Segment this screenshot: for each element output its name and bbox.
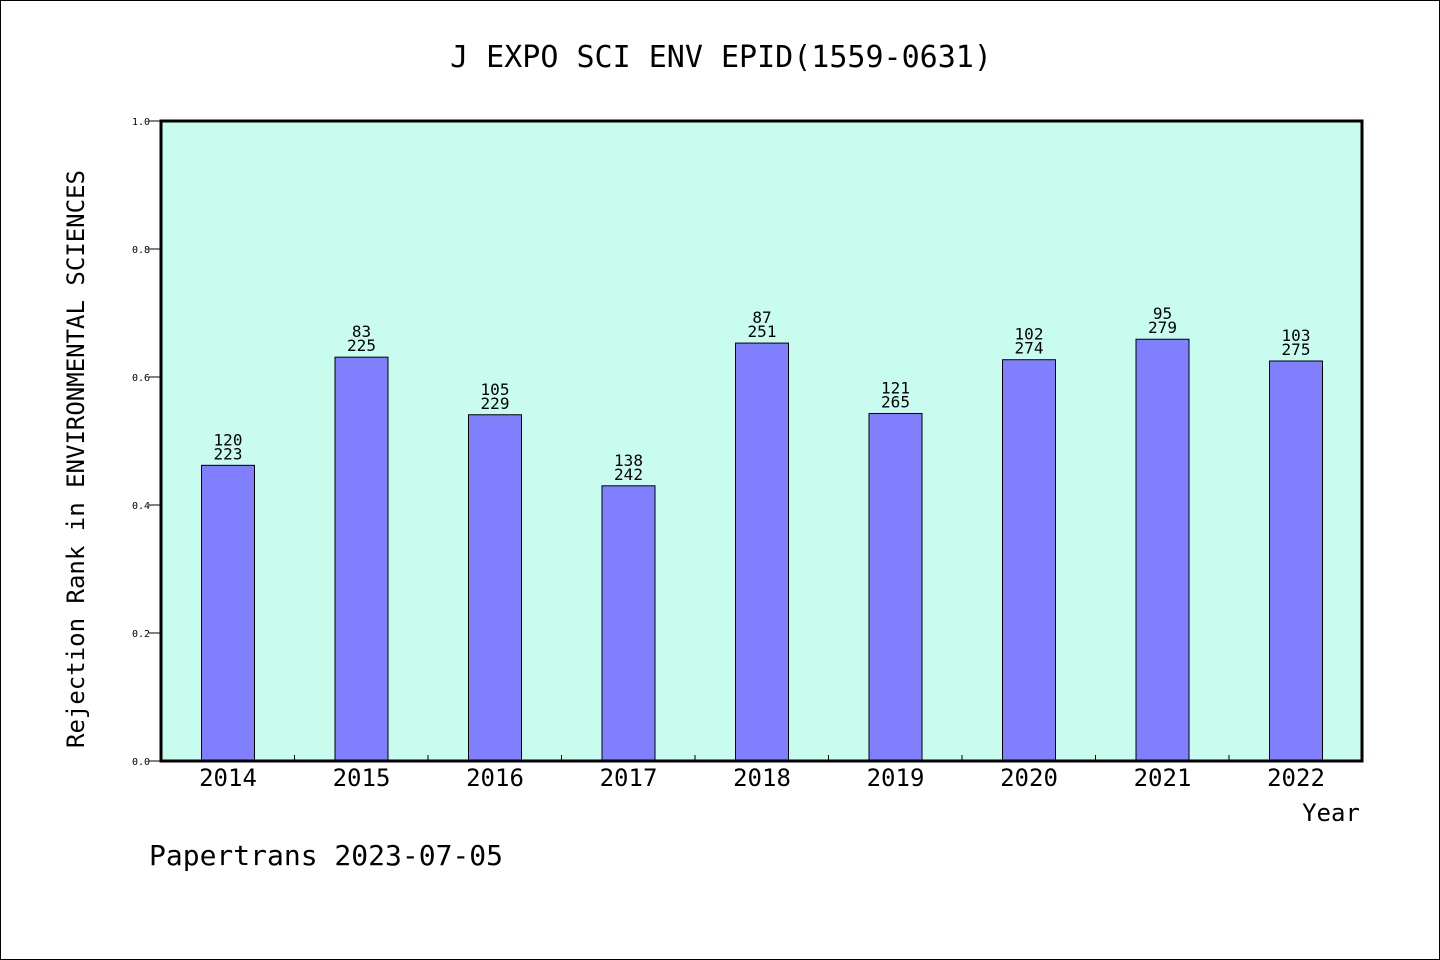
y-axis: 0.0 0.2 0.4 0.6 0.8 1.0 — [132, 117, 161, 768]
bar-total-label-2022: 275 — [1282, 340, 1311, 359]
footer-text: Papertrans 2023-07-05 — [149, 839, 503, 872]
bar-2015 — [334, 356, 389, 762]
bar-rank-label-2016: 105 — [481, 380, 510, 399]
bar-rank-label-2019: 121 — [881, 378, 910, 397]
x-tick-label-2022: 2022 — [1267, 764, 1325, 792]
bar-rank-label-2017: 138 — [614, 451, 643, 470]
bar-total-label-2019: 265 — [881, 392, 910, 411]
bar-rank-label-2014: 120 — [214, 430, 243, 449]
bar-2020 — [1002, 359, 1056, 762]
x-tick-label-2014: 2014 — [199, 764, 257, 792]
y-tick-label-0.4: 0.4 — [132, 501, 150, 512]
bar-total-label-2018: 251 — [748, 322, 777, 341]
bar-rank-label-2015: 83 — [352, 322, 371, 341]
x-tick-label-2015: 2015 — [333, 764, 391, 792]
bar-rank-label-2022: 103 — [1282, 326, 1311, 345]
bar-rank-label-2018: 87 — [752, 308, 771, 327]
bar-total-label-2021: 279 — [1148, 318, 1177, 337]
bar-total-label-2016: 229 — [481, 394, 510, 413]
x-tick-label-2017: 2017 — [600, 764, 658, 792]
y-tick-label-0.0: 0.0 — [132, 757, 150, 768]
chart-title: J EXPO SCI ENV EPID(1559-0631) — [450, 40, 992, 75]
x-tick-label-2016: 2016 — [466, 764, 524, 792]
x-axis: 2014 2015 2016 2017 2018 2019 2020 2021 2022 — [199, 755, 1325, 792]
bar-2022 — [1269, 360, 1323, 762]
x-tick-label-2018: 2018 — [733, 764, 791, 792]
bars-group — [201, 338, 1323, 762]
bar-2017 — [601, 485, 656, 762]
y-tick-label-0.8: 0.8 — [132, 245, 150, 256]
y-tick-label-0.6: 0.6 — [132, 373, 150, 384]
bar-2019 — [868, 412, 923, 762]
y-axis-label: Rejection Rank in ENVIRONMENTAL SCIENCES — [62, 170, 90, 748]
bar-rank-label-2021: 95 — [1153, 304, 1172, 323]
x-tick-label-2021: 2021 — [1134, 764, 1192, 792]
bar-total-label-2014: 223 — [214, 444, 243, 463]
x-axis-label: Year — [1302, 799, 1360, 827]
bar-rank-label-2020: 102 — [1015, 325, 1044, 344]
bar-2016 — [468, 414, 522, 762]
bar-2014 — [201, 464, 255, 762]
bar-total-label-2020: 274 — [1015, 339, 1044, 358]
y-tick-label-1.0: 1.0 — [132, 117, 150, 128]
x-tick-label-2019: 2019 — [867, 764, 925, 792]
bar-total-label-2017: 242 — [614, 465, 643, 484]
plot-frame — [159, 119, 1364, 763]
y-tick-label-0.2: 0.2 — [132, 629, 150, 640]
bar-2021 — [1135, 338, 1190, 762]
x-tick-label-2020: 2020 — [1000, 764, 1058, 792]
bar-2018 — [735, 342, 789, 762]
bar-total-label-2015: 225 — [347, 336, 376, 355]
